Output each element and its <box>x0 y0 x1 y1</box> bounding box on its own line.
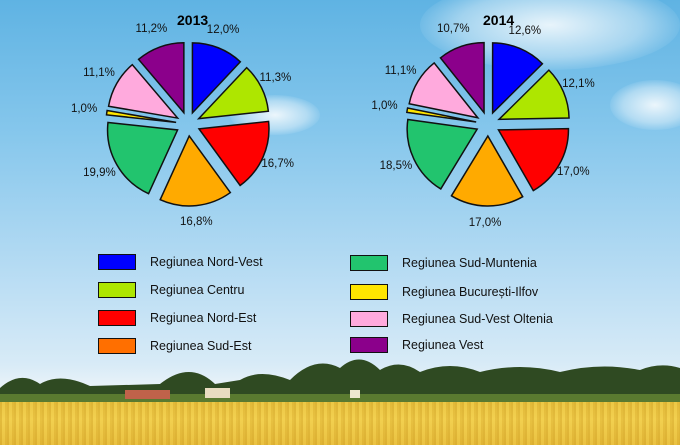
pie-slice <box>191 42 242 115</box>
slice-label: 17,0% <box>468 216 502 229</box>
legend-swatch <box>98 282 136 298</box>
legend-swatch <box>350 255 388 271</box>
legend-label: Regiunea București-Ilfov <box>402 285 539 299</box>
legend-label: Regiunea Nord-Vest <box>150 255 263 269</box>
slice-label: 19,9% <box>83 166 116 179</box>
slice-label: 16,7% <box>261 157 294 170</box>
slice-label: 12,1% <box>562 78 595 91</box>
pie-slice <box>497 127 570 192</box>
legend-item-bucuresti-ilfov: Regiunea București-Ilfov <box>350 282 538 302</box>
wheat-field <box>0 402 680 445</box>
pie-2014 <box>405 41 570 207</box>
pie-slice <box>450 134 524 207</box>
house <box>205 388 230 398</box>
pie-slice <box>497 69 570 121</box>
pie-slice <box>159 134 232 207</box>
slice-label: 11,1% <box>83 67 115 80</box>
slice-label: 10,7% <box>437 22 470 35</box>
slice-label: 17,0% <box>557 166 590 179</box>
legend-label: Regiunea Centru <box>150 283 245 297</box>
legend-item-vest: Regiunea Vest <box>350 335 483 355</box>
legend-swatch <box>350 311 388 327</box>
slice-label: 11,1% <box>384 64 417 77</box>
pie-slice <box>137 41 185 115</box>
cloud <box>610 80 680 130</box>
legend-item-sud-muntenia: Regiunea Sud-Muntenia <box>350 253 537 273</box>
pie-slice <box>196 66 270 120</box>
pie-chart-2014: 2014 <box>405 12 570 207</box>
pie-slice <box>408 61 480 119</box>
legend-label: Regiunea Nord-Est <box>150 311 257 325</box>
pie-slice <box>197 120 270 187</box>
chart-title: 2014 <box>483 12 515 28</box>
legend-label: Regiunea Sud-Est <box>150 339 252 353</box>
pie-slice <box>406 118 479 190</box>
legend-swatch <box>98 338 136 354</box>
slice-label: 1,0% <box>371 100 398 113</box>
legend-item-centru: Regiunea Centru <box>98 280 245 300</box>
legend-item-sud-est: Regiunea Sud-Est <box>98 336 251 356</box>
pie-slice <box>405 107 477 123</box>
legend-label: Regiunea Sud-Vest Oltenia <box>402 312 553 326</box>
slice-label: 18,5% <box>379 159 413 172</box>
slice-label: 11,3% <box>259 72 292 85</box>
pie-2013 <box>105 41 270 207</box>
pie-chart-2013: 2013 <box>0 0 340 230</box>
pie-slice <box>439 41 485 115</box>
house <box>350 390 360 398</box>
legend-item-nord-est: Regiunea Nord-Est <box>98 308 256 328</box>
legend-swatch <box>350 284 388 300</box>
pie-slice <box>107 63 180 120</box>
slice-label: 16,8% <box>180 216 213 229</box>
legend-item-sud-vest-oltenia: Regiunea Sud-Vest Oltenia <box>350 309 553 329</box>
tree-line <box>0 359 680 410</box>
house <box>125 390 170 399</box>
legend-item-nord-vest: Regiunea Nord-Vest <box>98 252 263 272</box>
legend-swatch <box>98 254 136 270</box>
legend-swatch <box>98 310 136 326</box>
slice-label: 11,2% <box>135 23 168 36</box>
legend-swatch <box>350 337 388 353</box>
legend-label: Regiunea Sud-Muntenia <box>402 256 537 270</box>
pie-slice <box>106 121 179 195</box>
slice-label: 12,0% <box>206 24 240 37</box>
chart-title: 2013 <box>177 12 209 28</box>
legend-label: Regiunea Vest <box>402 338 484 352</box>
pie-slice <box>105 109 177 124</box>
pie-slice <box>491 42 544 115</box>
slice-label: 1,0% <box>70 103 98 116</box>
slice-label: 12,6% <box>508 24 542 37</box>
